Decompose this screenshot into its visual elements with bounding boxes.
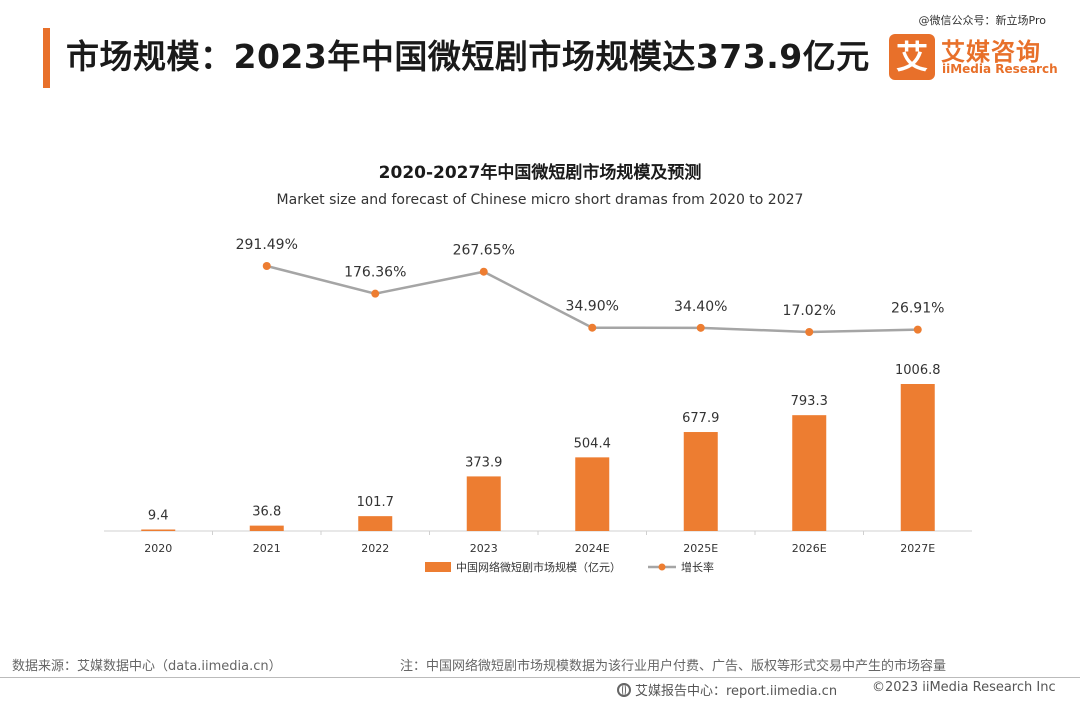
growth-point-2024E — [588, 323, 597, 332]
title-accent-bar — [43, 28, 50, 88]
growth-label-2024E: 34.90% — [566, 299, 619, 315]
growth-label-2022: 176.36% — [344, 265, 406, 281]
growth-label-2025E: 34.40% — [674, 299, 727, 315]
globe-icon — [617, 683, 631, 697]
growth-point-2021 — [262, 262, 271, 270]
bar-label-2024E: 504.4 — [574, 436, 611, 451]
bar-label-2023: 373.9 — [465, 455, 502, 470]
bar-2026E — [792, 415, 827, 531]
growth-point-2027E — [913, 325, 922, 334]
bar-2025E — [683, 432, 718, 531]
x-tick-2027E: 2027E — [900, 542, 935, 555]
iimedia-logo: 艾 艾媒咨询 iiMedia Research — [889, 34, 1064, 80]
legend-line-label: 增长率 — [681, 560, 714, 574]
x-tick-2025E: 2025E — [683, 542, 718, 555]
bar-2027E — [900, 384, 935, 531]
bar-label-2026E: 793.3 — [791, 394, 828, 409]
bar-label-2025E: 677.9 — [682, 411, 719, 426]
logo-subtitle: iiMedia Research — [942, 62, 1058, 76]
bar-2023 — [466, 476, 501, 531]
logo-name: 艾媒咨询 — [941, 38, 1041, 66]
bar-label-2027E: 1006.8 — [895, 363, 941, 378]
x-tick-2023: 2023 — [470, 542, 498, 555]
growth-label-2021: 291.49% — [236, 237, 298, 253]
x-tick-2022: 2022 — [361, 542, 389, 555]
copyright: ©2023 iiMedia Research Inc — [872, 680, 1056, 695]
bar-2021 — [249, 525, 284, 531]
legend-line-marker — [658, 563, 666, 571]
legend-bar-swatch — [425, 562, 451, 572]
report-center-text: 艾媒报告中心：report.iimedia.cn — [635, 684, 838, 699]
x-tick-2021: 2021 — [253, 542, 281, 555]
chart-subtitle: Market size and forecast of Chinese micr… — [276, 192, 804, 208]
bar-2024E — [575, 457, 610, 531]
bar-label-2022: 101.7 — [357, 495, 394, 510]
growth-point-2026E — [805, 328, 814, 336]
growth-label-2026E: 17.02% — [783, 303, 836, 319]
data-note: 注：中国网络微短剧市场规模数据为该行业用户付费、广告、版权等形式交易中产生的市场… — [400, 659, 947, 674]
growth-point-2023 — [479, 267, 488, 276]
x-tick-2020: 2020 — [144, 542, 172, 555]
footer-divider — [0, 677, 1080, 678]
legend-bar-label: 中国网络微短剧市场规模（亿元） — [456, 560, 621, 574]
growth-point-2025E — [696, 323, 705, 332]
logo-badge: 艾 — [889, 34, 935, 80]
page-title: 市场规模：2023年中国微短剧市场规模达373.9亿元 — [66, 37, 870, 76]
bar-label-2020: 9.4 — [148, 509, 169, 524]
bar-label-2021: 36.8 — [252, 505, 281, 520]
data-source: 数据来源：艾媒数据中心（data.iimedia.cn） — [12, 659, 282, 674]
x-tick-2026E: 2026E — [792, 542, 827, 555]
bar-2020 — [141, 529, 176, 531]
chart-title: 2020-2027年中国微短剧市场规模及预测 — [378, 163, 702, 183]
growth-label-2023: 267.65% — [453, 243, 515, 259]
report-center-link[interactable]: 艾媒报告中心：report.iimedia.cn — [617, 680, 837, 699]
watermark: @微信公众号：新立场Pro — [918, 14, 1046, 27]
growth-point-2022 — [371, 289, 380, 298]
growth-label-2027E: 26.91% — [891, 301, 944, 317]
bar-2022 — [358, 516, 393, 531]
x-tick-2024E: 2024E — [575, 542, 610, 555]
